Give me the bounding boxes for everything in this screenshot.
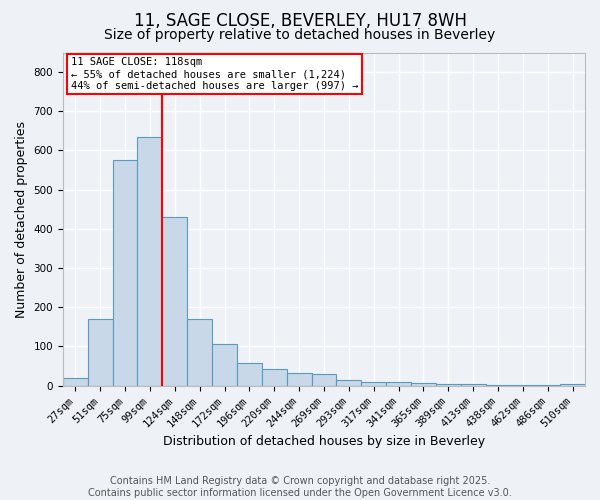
Bar	[237, 364, 262, 386]
Bar	[287, 372, 311, 386]
Bar	[361, 382, 386, 386]
X-axis label: Distribution of detached houses by size in Beverley: Distribution of detached houses by size …	[163, 434, 485, 448]
Bar	[137, 137, 163, 386]
Bar	[163, 217, 187, 386]
Bar	[113, 160, 137, 386]
Text: 11, SAGE CLOSE, BEVERLEY, HU17 8WH: 11, SAGE CLOSE, BEVERLEY, HU17 8WH	[133, 12, 467, 30]
Text: Contains HM Land Registry data © Crown copyright and database right 2025.
Contai: Contains HM Land Registry data © Crown c…	[88, 476, 512, 498]
Bar	[386, 382, 411, 386]
Bar	[212, 344, 237, 386]
Bar	[560, 384, 585, 386]
Bar	[311, 374, 337, 386]
Bar	[485, 385, 511, 386]
Text: 11 SAGE CLOSE: 118sqm
← 55% of detached houses are smaller (1,224)
44% of semi-d: 11 SAGE CLOSE: 118sqm ← 55% of detached …	[71, 58, 358, 90]
Bar	[88, 319, 113, 386]
Text: Size of property relative to detached houses in Beverley: Size of property relative to detached ho…	[104, 28, 496, 42]
Bar	[63, 378, 88, 386]
Bar	[461, 384, 485, 386]
Bar	[436, 384, 461, 386]
Bar	[187, 319, 212, 386]
Bar	[411, 384, 436, 386]
Bar	[337, 380, 361, 386]
Bar	[262, 369, 287, 386]
Y-axis label: Number of detached properties: Number of detached properties	[15, 120, 28, 318]
